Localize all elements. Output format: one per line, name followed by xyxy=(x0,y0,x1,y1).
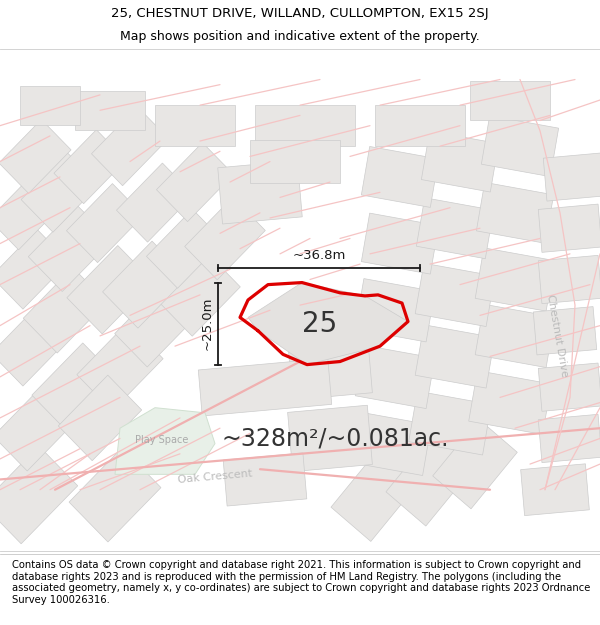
Text: 25: 25 xyxy=(302,309,338,338)
Polygon shape xyxy=(481,116,559,177)
Text: Play Space: Play Space xyxy=(136,436,188,446)
Text: ~25.0m: ~25.0m xyxy=(200,297,214,351)
Polygon shape xyxy=(355,279,435,342)
Polygon shape xyxy=(416,198,494,259)
Polygon shape xyxy=(470,81,550,119)
Polygon shape xyxy=(155,105,235,146)
Polygon shape xyxy=(538,414,600,462)
Polygon shape xyxy=(0,229,69,309)
Polygon shape xyxy=(475,248,555,311)
Text: Chestnut Drive: Chestnut Drive xyxy=(545,294,569,378)
Polygon shape xyxy=(146,209,224,288)
Polygon shape xyxy=(543,152,600,201)
Polygon shape xyxy=(69,448,161,542)
Polygon shape xyxy=(32,343,118,431)
Polygon shape xyxy=(91,107,169,186)
Polygon shape xyxy=(0,119,71,193)
Polygon shape xyxy=(415,263,495,326)
Polygon shape xyxy=(198,358,332,416)
Polygon shape xyxy=(28,206,112,291)
Text: ~36.8m: ~36.8m xyxy=(292,249,346,262)
Polygon shape xyxy=(218,161,302,224)
Polygon shape xyxy=(223,453,307,506)
Polygon shape xyxy=(533,307,597,355)
Text: Contains OS data © Crown copyright and database right 2021. This information is : Contains OS data © Crown copyright and d… xyxy=(12,560,590,605)
Polygon shape xyxy=(538,204,600,252)
Text: 25, CHESTNUT DRIVE, WILLAND, CULLOMPTON, EX15 2SJ: 25, CHESTNUT DRIVE, WILLAND, CULLOMPTON,… xyxy=(111,7,489,20)
Text: ~328m²/~0.081ac.: ~328m²/~0.081ac. xyxy=(221,426,449,451)
Polygon shape xyxy=(250,140,340,183)
Polygon shape xyxy=(160,254,241,336)
Polygon shape xyxy=(67,246,153,334)
Text: Oak Crescent: Oak Crescent xyxy=(177,468,253,484)
Polygon shape xyxy=(331,448,419,541)
Polygon shape xyxy=(409,391,491,455)
Polygon shape xyxy=(538,256,600,304)
Polygon shape xyxy=(349,412,431,476)
Polygon shape xyxy=(75,91,145,130)
Polygon shape xyxy=(116,163,194,242)
Polygon shape xyxy=(20,86,80,124)
Polygon shape xyxy=(115,408,215,474)
Polygon shape xyxy=(475,304,555,368)
Polygon shape xyxy=(287,405,373,472)
Polygon shape xyxy=(67,184,143,262)
Polygon shape xyxy=(0,176,61,250)
Polygon shape xyxy=(21,152,99,232)
Polygon shape xyxy=(361,146,439,208)
Polygon shape xyxy=(469,371,551,434)
Polygon shape xyxy=(58,375,142,461)
Polygon shape xyxy=(421,131,499,192)
Polygon shape xyxy=(361,213,439,274)
Polygon shape xyxy=(248,282,408,364)
Polygon shape xyxy=(415,325,495,388)
Polygon shape xyxy=(54,130,126,204)
Polygon shape xyxy=(375,105,465,146)
Polygon shape xyxy=(287,334,373,400)
Polygon shape xyxy=(386,433,474,526)
Polygon shape xyxy=(0,386,77,471)
Polygon shape xyxy=(23,268,107,353)
Polygon shape xyxy=(538,363,600,411)
Polygon shape xyxy=(77,322,163,411)
Polygon shape xyxy=(433,419,517,509)
Polygon shape xyxy=(103,241,187,328)
Polygon shape xyxy=(355,345,435,409)
Polygon shape xyxy=(521,464,589,516)
Polygon shape xyxy=(476,182,554,243)
Polygon shape xyxy=(157,142,233,222)
Polygon shape xyxy=(0,446,78,544)
Text: Map shows position and indicative extent of the property.: Map shows position and indicative extent… xyxy=(120,30,480,43)
Polygon shape xyxy=(185,197,265,280)
Polygon shape xyxy=(115,284,196,367)
Polygon shape xyxy=(255,105,355,146)
Polygon shape xyxy=(0,306,69,386)
